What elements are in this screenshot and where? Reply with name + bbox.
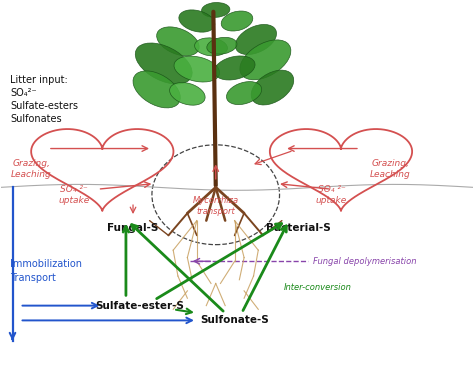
Text: SO₄ ²⁻
uptake: SO₄ ²⁻ uptake <box>58 185 90 205</box>
Ellipse shape <box>135 43 192 84</box>
Ellipse shape <box>207 37 237 54</box>
Ellipse shape <box>156 27 199 56</box>
Ellipse shape <box>195 38 228 56</box>
Ellipse shape <box>170 82 205 105</box>
Text: Inter-conversion: Inter-conversion <box>284 283 352 292</box>
Text: Mycorrhiza
transport: Mycorrhiza transport <box>192 196 239 216</box>
Ellipse shape <box>214 56 255 80</box>
Text: Bacterial-S: Bacterial-S <box>266 223 331 233</box>
Text: Grazing,
Leaching: Grazing, Leaching <box>11 159 52 179</box>
Text: Sulfate-ester-S: Sulfate-ester-S <box>96 301 184 311</box>
Ellipse shape <box>179 10 215 32</box>
Text: Grazing,
Leaching: Grazing, Leaching <box>370 159 411 179</box>
Text: Fungal-S: Fungal-S <box>107 223 159 233</box>
Ellipse shape <box>201 3 230 17</box>
Ellipse shape <box>174 56 219 82</box>
Text: Litter input:
SO₄²⁻
Sulfate-esters
Sulfonates: Litter input: SO₄²⁻ Sulfate-esters Sulfo… <box>10 75 78 124</box>
Text: SO₄ ²⁻
uptake: SO₄ ²⁻ uptake <box>316 185 347 205</box>
Ellipse shape <box>240 40 291 80</box>
Text: Immobilization
Transport: Immobilization Transport <box>10 259 82 283</box>
Ellipse shape <box>227 82 262 105</box>
Text: Fungal depolymerisation: Fungal depolymerisation <box>313 257 416 266</box>
Ellipse shape <box>251 70 294 105</box>
Ellipse shape <box>235 24 276 55</box>
Text: Sulfonate-S: Sulfonate-S <box>200 315 269 325</box>
Ellipse shape <box>133 71 180 108</box>
Ellipse shape <box>221 11 253 31</box>
